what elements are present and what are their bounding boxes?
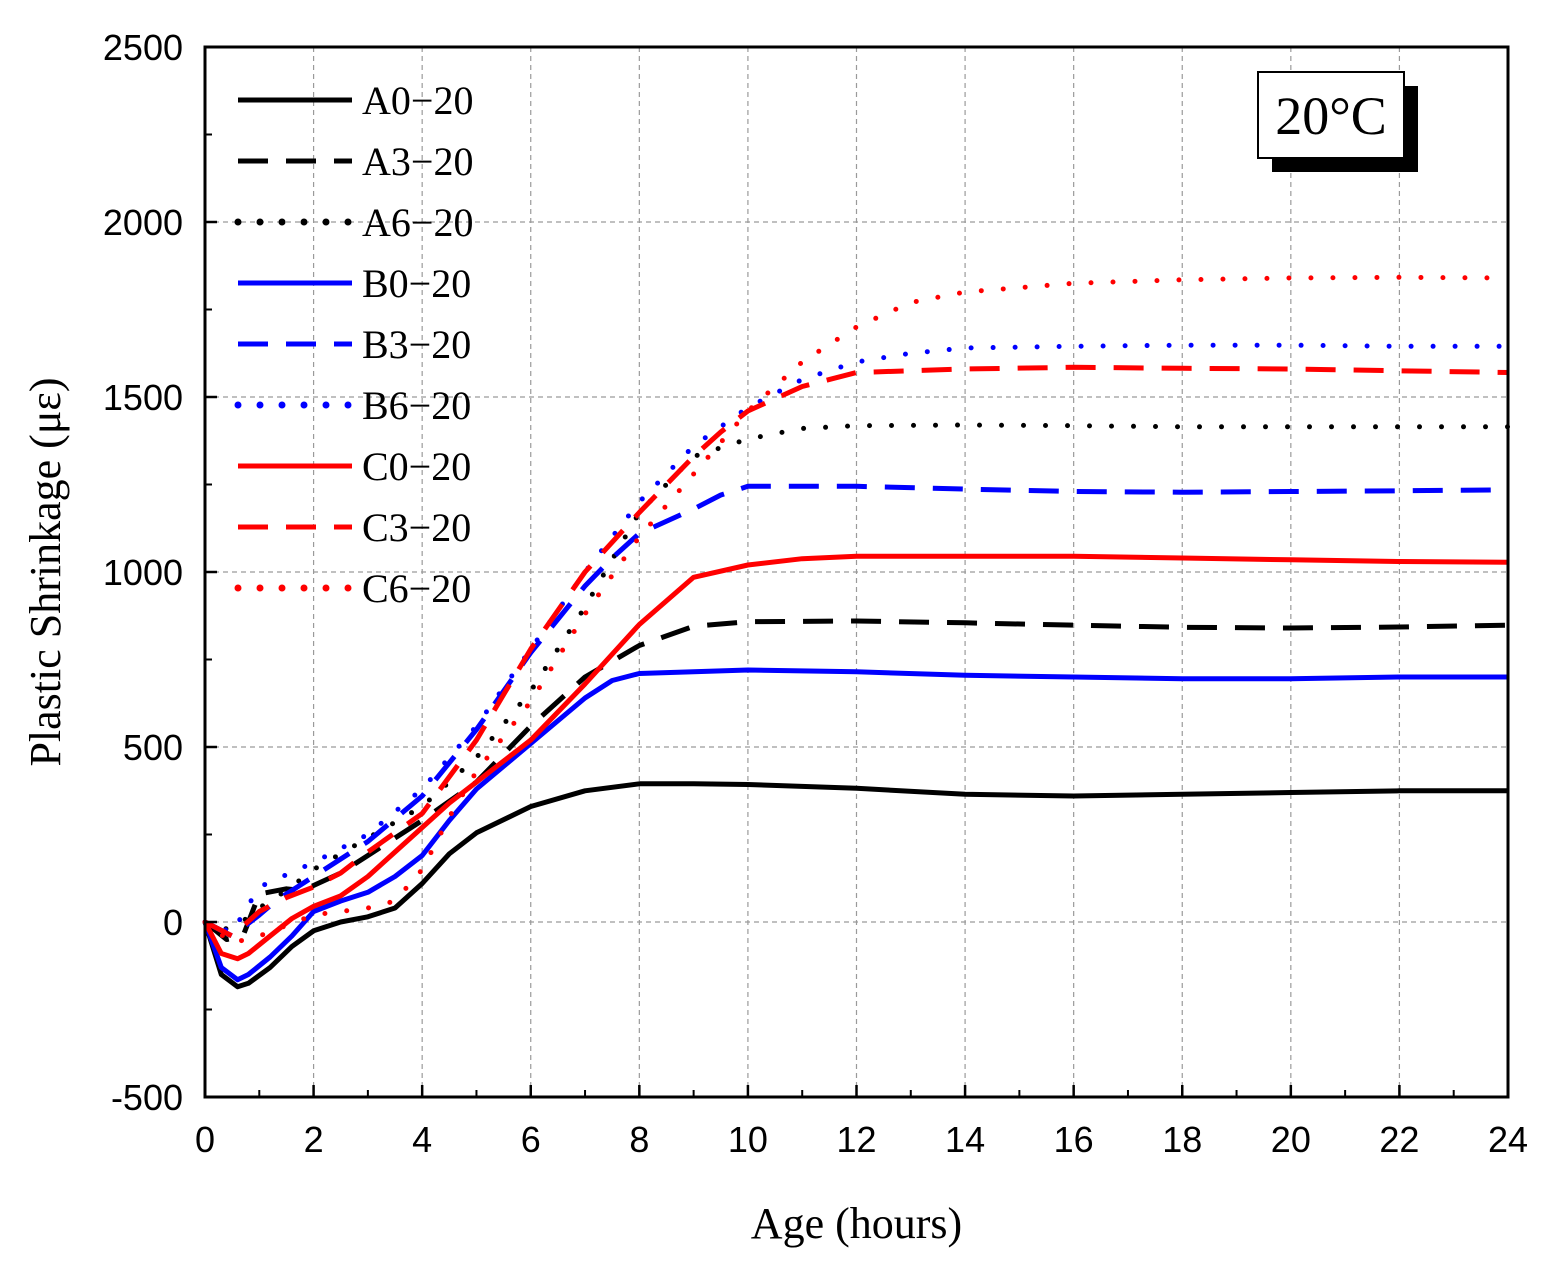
y-tick-label: 2500 (103, 27, 183, 68)
x-tick-label: 18 (1162, 1119, 1202, 1160)
x-tick-label: 4 (412, 1119, 432, 1160)
x-tick-label: 16 (1054, 1119, 1094, 1160)
legend: A0−20 A3−20 A6−20 B0−20 B3−20 B6−20 C0−20 C3−20… (234, 78, 473, 611)
legend-label: C0−20 (362, 444, 471, 489)
legend-label: A0−20 (362, 78, 473, 123)
x-tick-label: 20 (1271, 1119, 1311, 1160)
y-tick-label: 500 (123, 727, 183, 768)
y-tick-label: 1000 (103, 552, 183, 593)
series-line-b6-20 (202, 342, 1511, 935)
x-tick-label: 8 (629, 1119, 649, 1160)
x-tick-label: 10 (728, 1119, 768, 1160)
x-tick-label: 2 (304, 1119, 324, 1160)
series-line-b3-20 (203, 483, 1509, 939)
legend-label: C6−20 (362, 566, 471, 611)
legend-label: A6−20 (362, 200, 473, 245)
x-tick-label: 0 (195, 1119, 215, 1160)
x-axis-title: Age (hours) (751, 1199, 962, 1248)
x-tick-label: 22 (1379, 1119, 1419, 1160)
y-axis-title: Plastic Shrinkage (με) (21, 377, 70, 766)
x-tick-label: 12 (836, 1119, 876, 1160)
temperature-annotation: 20°C (1257, 71, 1418, 172)
series-line-a3-20 (203, 618, 1509, 942)
series-line-a0-20 (202, 781, 1508, 990)
temperature-label: 20°C (1275, 86, 1387, 146)
y-tick-label: 1500 (103, 377, 183, 418)
x-tick-label: 24 (1488, 1119, 1528, 1160)
legend-label: B6−20 (362, 383, 471, 428)
series-line-c3-20 (203, 364, 1509, 939)
x-tick-label: 14 (945, 1119, 985, 1160)
x-tick-label: 6 (521, 1119, 541, 1160)
legend-label: C3−20 (362, 505, 471, 550)
y-tick-labels: -500 0 500 1000 1500 2000 2500 (103, 27, 183, 1118)
x-tick-labels: 0 2 4 6 8 10 12 14 16 18 20 22 24 (195, 1119, 1528, 1160)
legend-label: B0−20 (362, 261, 471, 306)
grid (205, 47, 1508, 1097)
y-tick-label: -500 (111, 1077, 183, 1118)
legend-label: B3−20 (362, 322, 471, 367)
series-line-b0-20 (202, 667, 1508, 983)
axis-ticks (203, 45, 1510, 1099)
y-tick-label: 2000 (103, 202, 183, 243)
series-group (202, 274, 1511, 990)
series-line-c0-20 (202, 553, 1509, 962)
legend-label: A3−20 (362, 139, 473, 184)
y-tick-label: 0 (163, 902, 183, 943)
